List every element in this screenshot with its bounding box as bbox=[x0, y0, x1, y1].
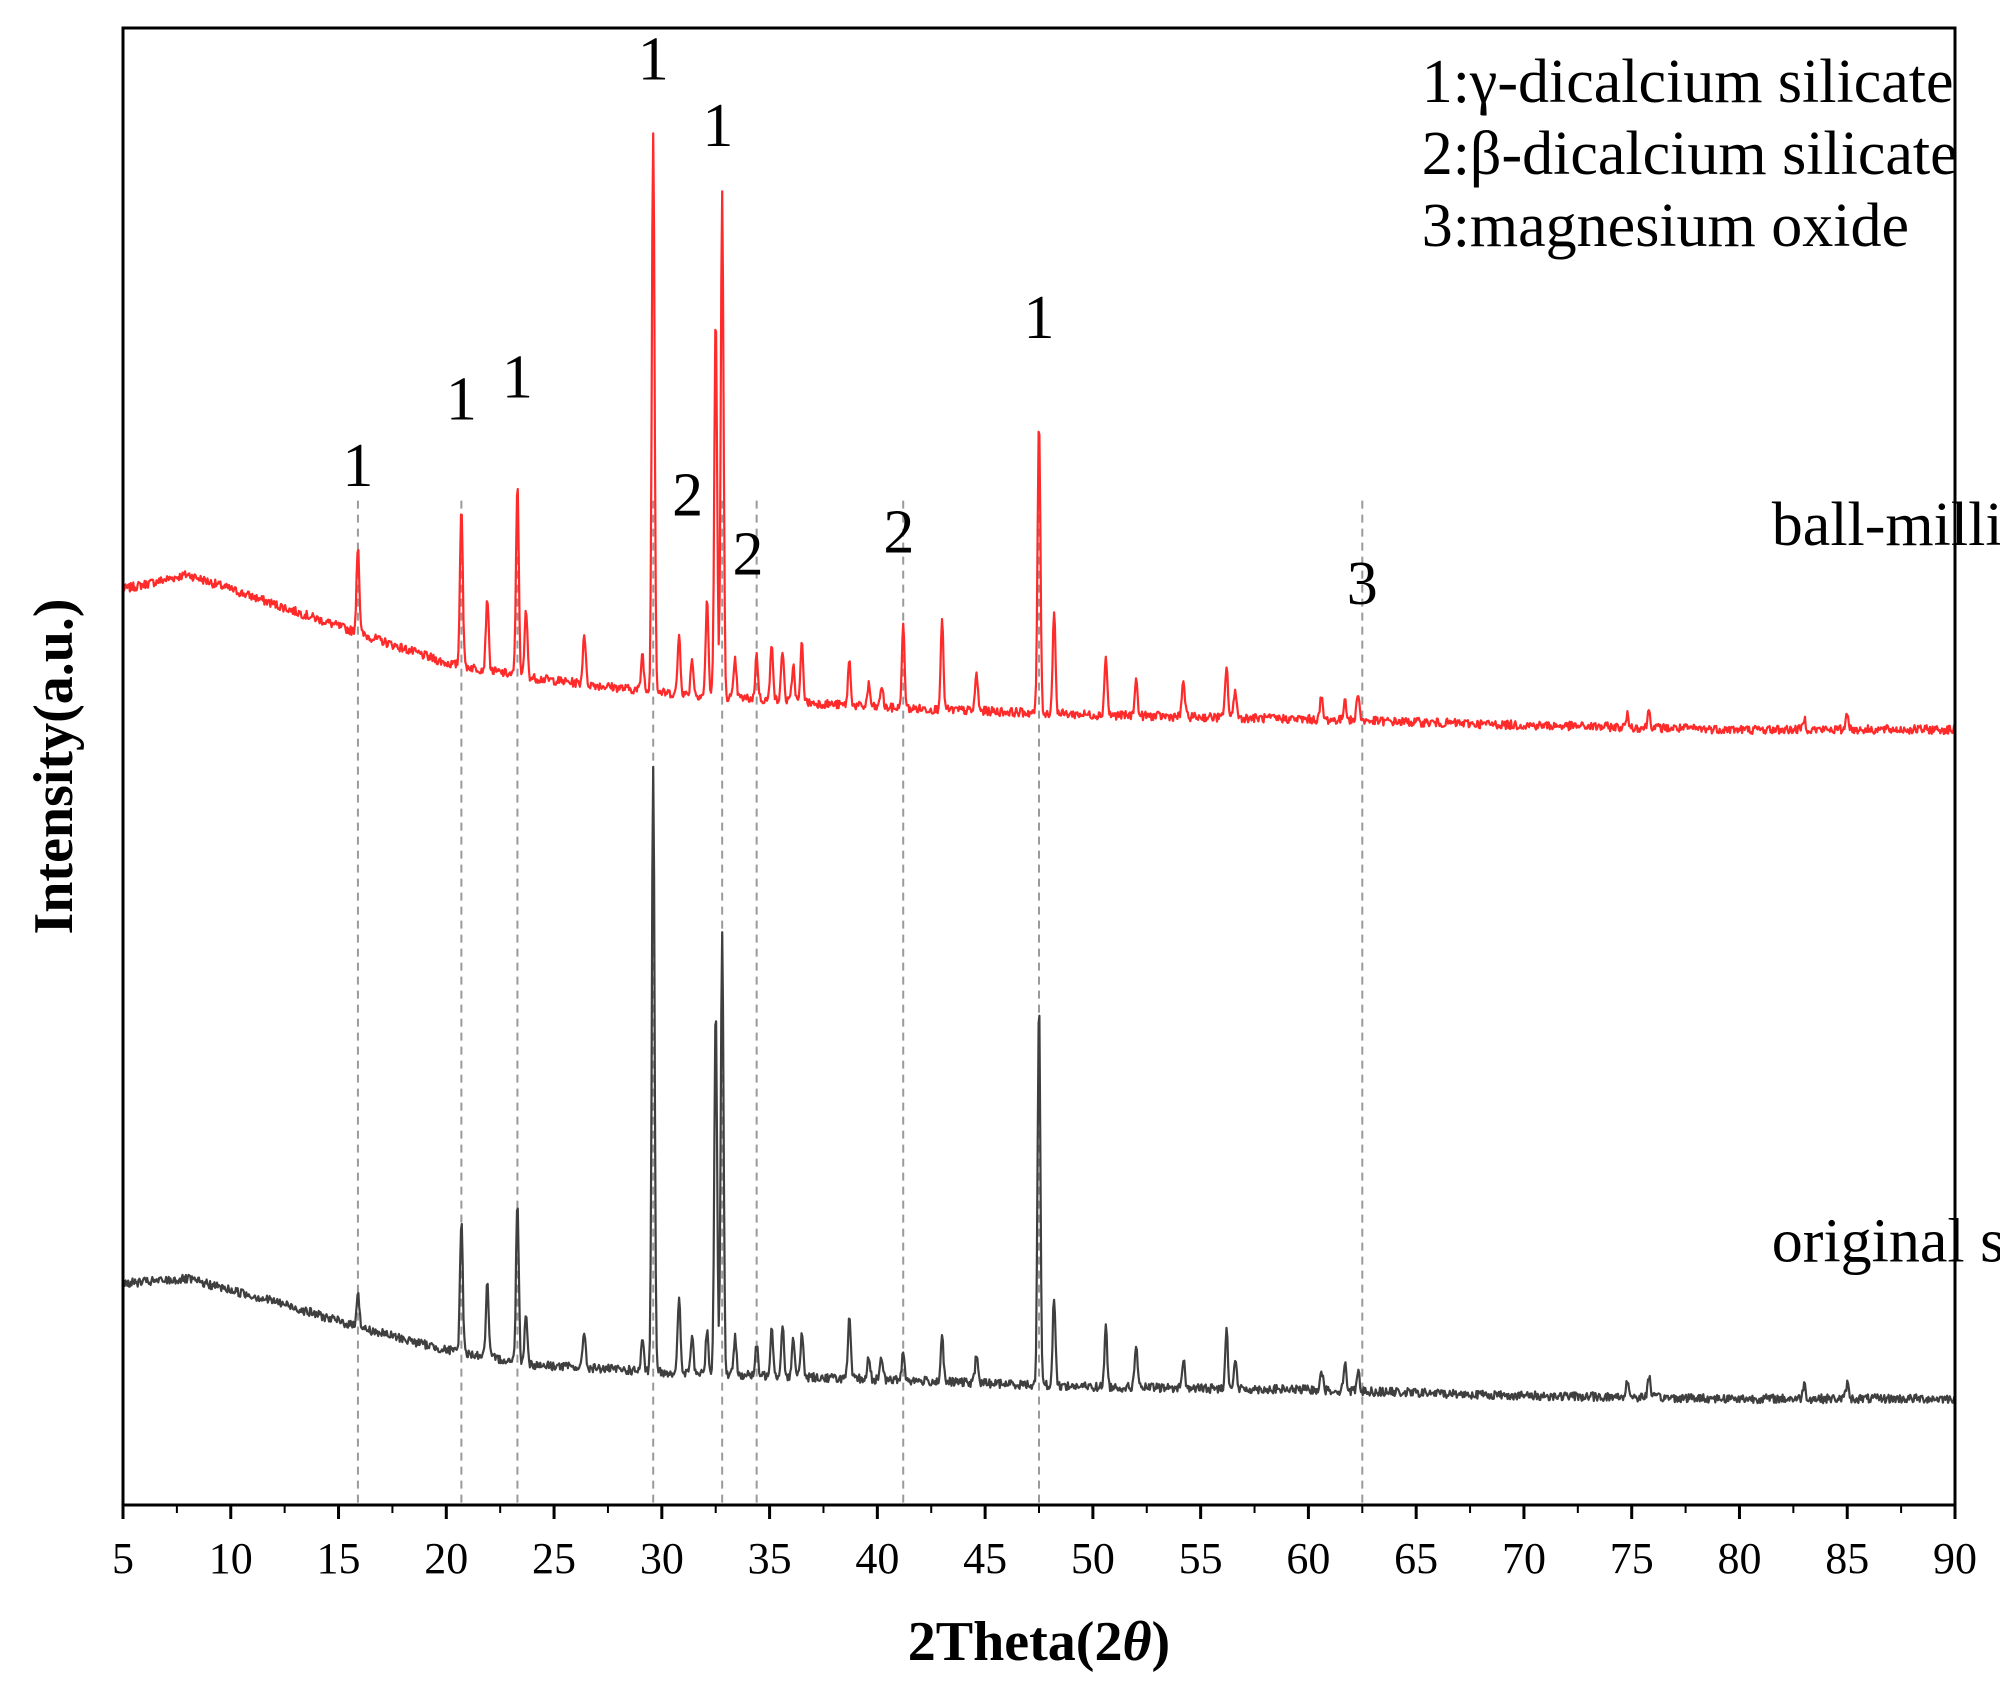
x-tick-label-5: 5 bbox=[112, 1534, 134, 1583]
legend: 1:γ-dicalcium silicate 2:β-dicalcium sil… bbox=[1422, 48, 1958, 260]
y-axis-title: Intensity(a.u.) bbox=[23, 598, 85, 934]
x-tick-label-60: 60 bbox=[1286, 1534, 1330, 1583]
series-label-ball-milling: ball-milling bbox=[1772, 491, 2000, 559]
legend-entry-3: 3:magnesium oxide bbox=[1422, 192, 1909, 260]
peak-label-9: 1 bbox=[1024, 284, 1055, 352]
x-tick-label-90: 90 bbox=[1933, 1534, 1977, 1583]
x-tick-label-35: 35 bbox=[748, 1534, 792, 1583]
peak-label-2: 1 bbox=[446, 365, 477, 433]
legend-entry-1: 1:γ-dicalcium silicate bbox=[1422, 48, 1954, 116]
x-tick-label-45: 45 bbox=[963, 1534, 1007, 1583]
x-tick-label-15: 15 bbox=[317, 1534, 361, 1583]
legend-entry-2: 2:β-dicalcium silicate bbox=[1422, 120, 1958, 188]
x-tick-label-75: 75 bbox=[1610, 1534, 1654, 1583]
x-tick-label-70: 70 bbox=[1502, 1534, 1546, 1583]
x-tick-label-25: 25 bbox=[532, 1534, 576, 1583]
x-tick-label-85: 85 bbox=[1825, 1534, 1869, 1583]
x-axis-title-theta: θ bbox=[1122, 1611, 1151, 1673]
peak-label-1: 1 bbox=[342, 432, 373, 500]
peak-label-8: 2 bbox=[883, 498, 914, 566]
x-tick-label-65: 65 bbox=[1394, 1534, 1438, 1583]
x-tick-label-40: 40 bbox=[855, 1534, 899, 1583]
x-axis-ticks: 5 10 15 20 25 30 35 40 45 50 55 60 65 70 75 80 85 90 bbox=[112, 1505, 1977, 1583]
x-tick-label-50: 50 bbox=[1071, 1534, 1115, 1583]
peak-label-10: 3 bbox=[1347, 550, 1378, 618]
peak-label-7: 2 bbox=[733, 520, 764, 588]
x-axis-title-suffix: ) bbox=[1152, 1611, 1171, 1673]
x-axis-title: 2Theta(2θ) bbox=[908, 1611, 1170, 1673]
x-tick-label-55: 55 bbox=[1179, 1534, 1223, 1583]
peak-label-6: 2 bbox=[672, 461, 703, 529]
x-tick-label-80: 80 bbox=[1717, 1534, 1761, 1583]
peak-label-4: 1 bbox=[638, 26, 669, 94]
series-line-ball-milling bbox=[121, 132, 1956, 736]
x-tick-label-10: 10 bbox=[209, 1534, 253, 1583]
x-axis-title-prefix: 2Theta(2 bbox=[908, 1611, 1123, 1673]
x-tick-label-30: 30 bbox=[640, 1534, 684, 1583]
series-layer bbox=[121, 132, 1957, 1405]
series-label-original-state: original state bbox=[1772, 1207, 2000, 1275]
peak-label-5: 1 bbox=[702, 92, 733, 160]
x-tick-label-20: 20 bbox=[424, 1534, 468, 1583]
peak-label-3: 1 bbox=[502, 343, 533, 411]
series-line-original-state bbox=[122, 765, 1957, 1405]
